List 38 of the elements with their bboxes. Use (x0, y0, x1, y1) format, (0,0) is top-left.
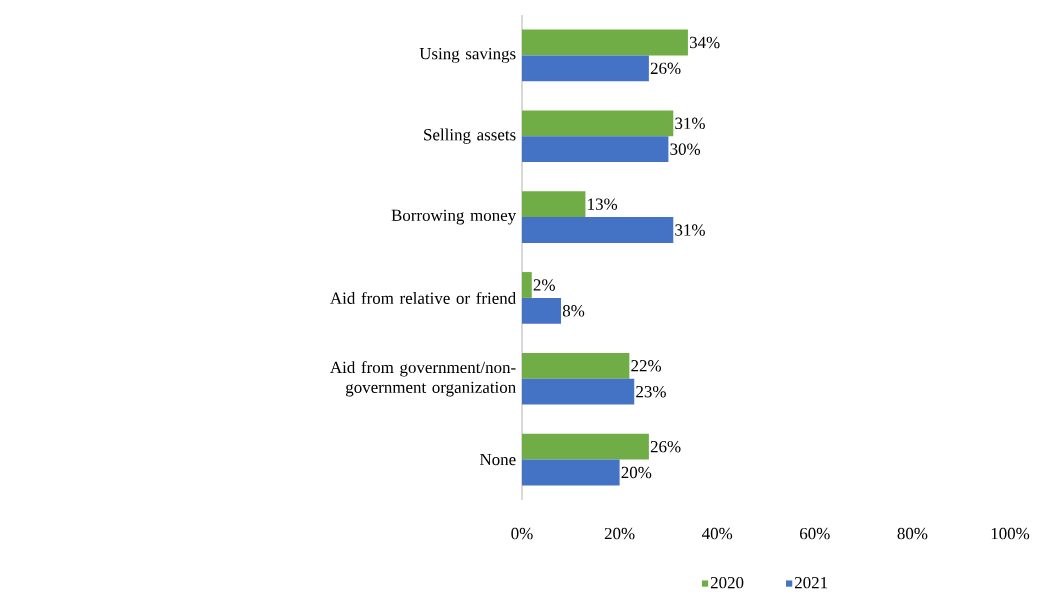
bar (522, 297, 562, 324)
bar (522, 191, 586, 218)
bar (522, 378, 635, 405)
data-label: 2% (533, 279, 555, 291)
bar (522, 459, 620, 486)
bar (522, 352, 630, 379)
bar (522, 110, 674, 137)
y-tick-label: Borrowing money (391, 209, 517, 225)
y-tick-label: Selling assets (424, 128, 516, 144)
data-label: 26% (650, 62, 681, 75)
data-label: 23% (636, 385, 666, 398)
legend-label: 2021 (794, 576, 828, 589)
legend-label: 2020 (710, 576, 744, 589)
y-tick-label: None (479, 453, 516, 466)
data-label: 20% (621, 466, 652, 479)
x-tick-label: 100% (991, 527, 1030, 540)
data-label: 31% (675, 224, 705, 236)
data-label: 8% (562, 305, 585, 317)
data-label: 31% (675, 117, 705, 130)
x-tick-label: 60% (800, 527, 830, 540)
bar (522, 433, 649, 460)
bar (522, 55, 649, 82)
y-tick-label: Aid from government/non-government organization (330, 361, 516, 397)
y-tick-label: Using savings (419, 47, 516, 63)
x-tick-label: 0% (511, 527, 533, 540)
data-label: 34% (689, 36, 720, 49)
bar (522, 136, 669, 163)
data-label: 13% (588, 198, 618, 210)
x-tick-label: 80% (897, 527, 928, 540)
bar (522, 217, 674, 243)
bar (522, 29, 688, 56)
data-label: 30% (670, 143, 701, 155)
data-label: 22% (631, 360, 662, 372)
data-label: 26% (650, 440, 681, 453)
bar (522, 272, 532, 298)
x-tick-label: 40% (702, 527, 733, 540)
x-tick-label: 20% (604, 527, 635, 540)
y-tick-label: Aid from relative or friend (330, 291, 516, 304)
